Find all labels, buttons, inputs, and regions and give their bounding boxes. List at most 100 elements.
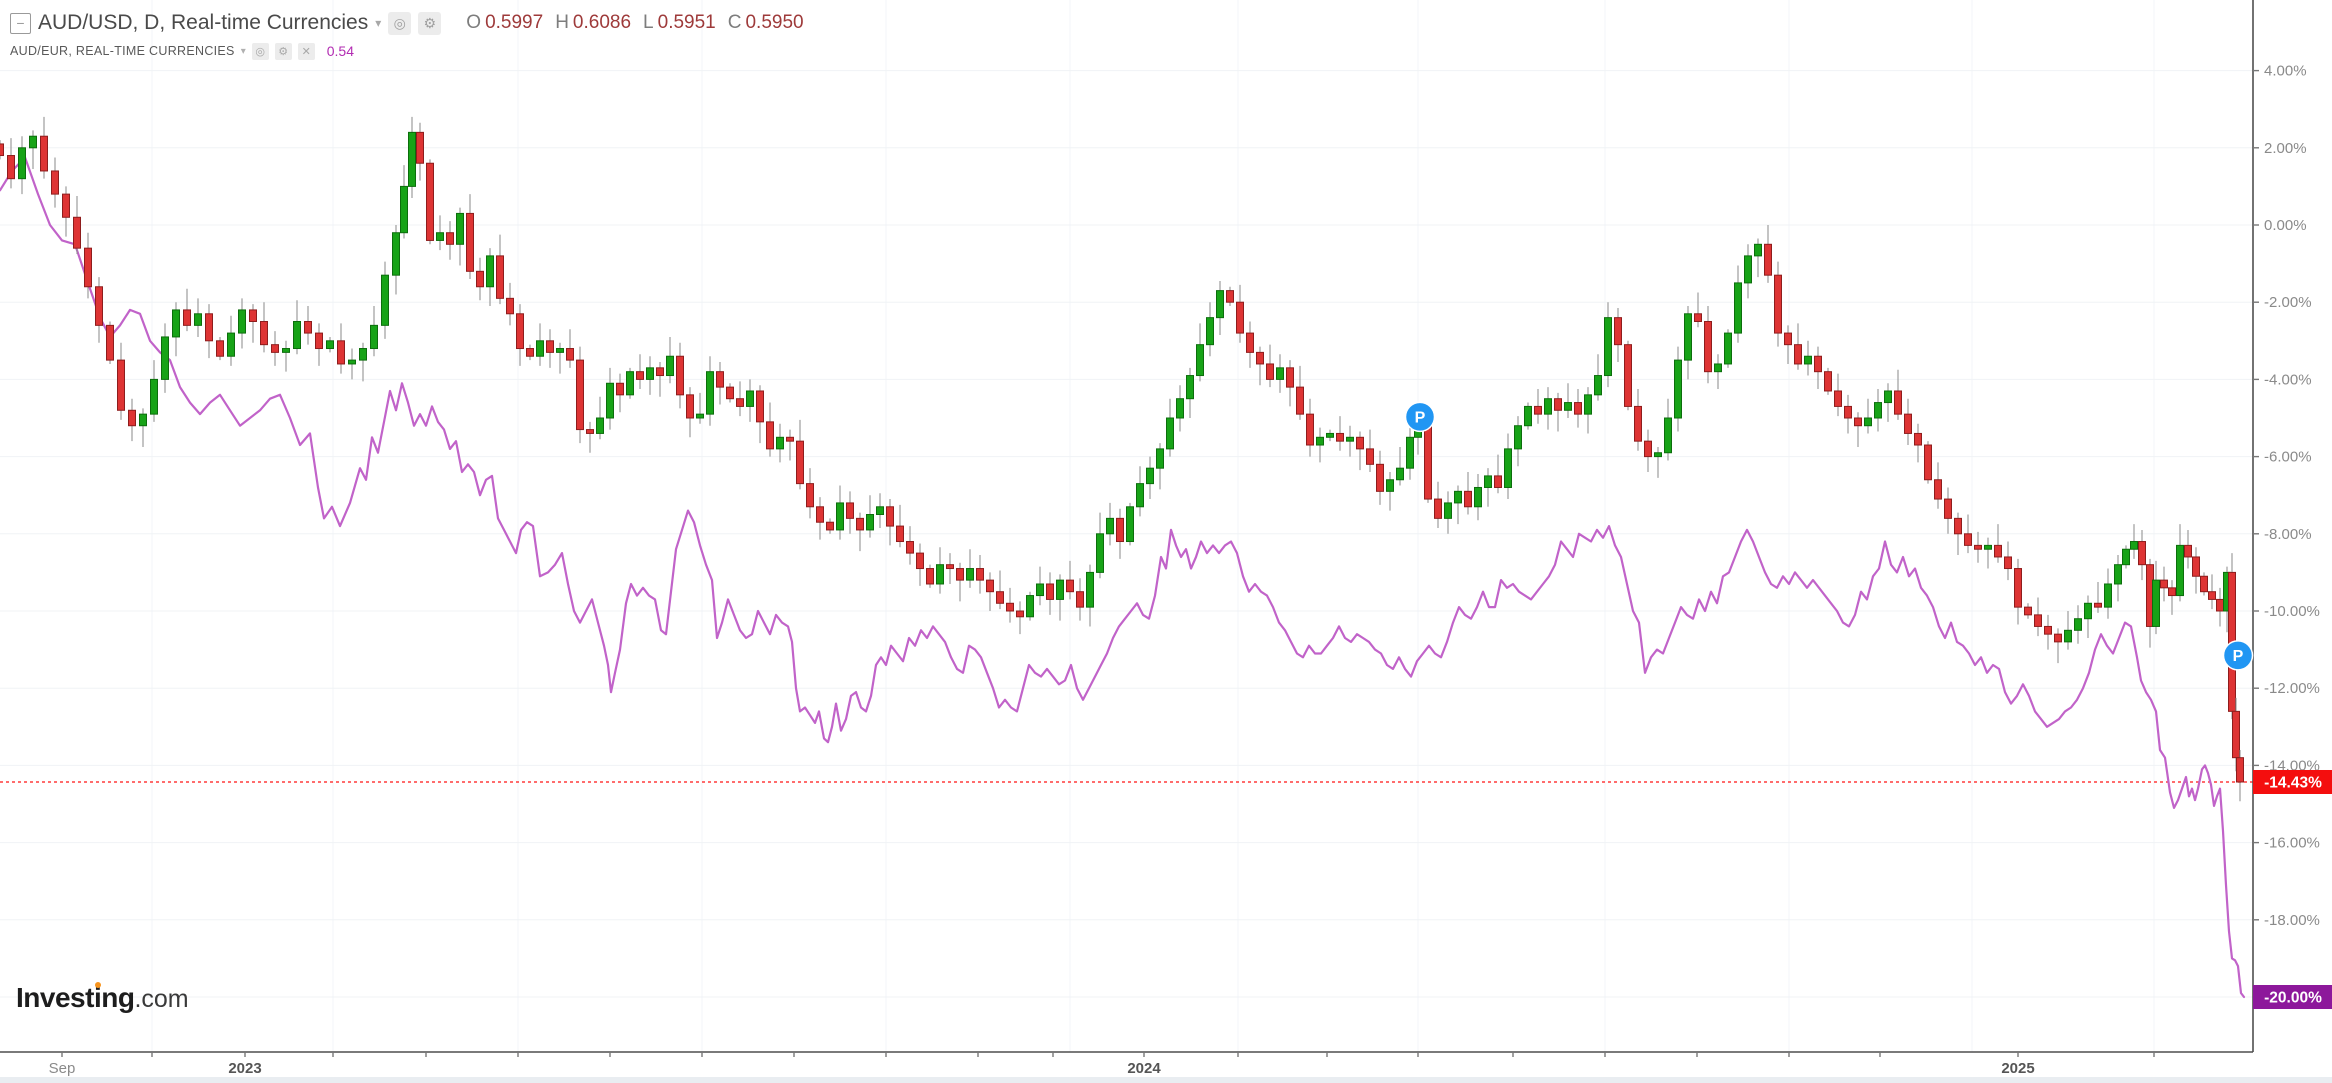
- candle-body: [776, 436, 784, 450]
- collapse-icon[interactable]: −: [10, 12, 31, 34]
- audeur-price-label[interactable]: -20.00%: [2253, 985, 2332, 1009]
- candle-body: [706, 371, 714, 415]
- candle-body: [249, 309, 257, 323]
- candle-body: [1366, 448, 1374, 465]
- candle-body: [271, 344, 279, 353]
- time-axis[interactable]: Sep 2023 2024 2025: [49, 1052, 2155, 1077]
- candle-body: [216, 340, 224, 357]
- candle-body: [726, 386, 734, 400]
- candle-body: [416, 131, 424, 164]
- candle-body: [886, 506, 894, 527]
- candle-body: [1854, 417, 1862, 427]
- overlay-symbol-title[interactable]: AUD/EUR, REAL-TIME CURRENCIES: [10, 44, 235, 58]
- candle-body: [1644, 440, 1652, 458]
- candle-body: [1096, 533, 1104, 573]
- candle-body: [337, 340, 345, 365]
- candle-body: [1894, 390, 1902, 415]
- candle-body: [282, 348, 290, 353]
- candle-body: [95, 286, 103, 326]
- price-axis[interactable]: 4.00% 2.00% 0.00% -2.00% -4.00% -6.00% -8.00% -…: [2253, 63, 2320, 1006]
- candle-body: [1086, 571, 1094, 608]
- candle-body: [1814, 355, 1822, 373]
- candle-body: [2184, 544, 2192, 558]
- candle-body: [2014, 568, 2022, 608]
- high-key: H: [555, 12, 569, 33]
- candle-body: [29, 135, 37, 149]
- symbol-title[interactable]: AUD/USD, D, Real-time Currencies: [38, 11, 369, 34]
- candle-body: [1684, 313, 1692, 361]
- audeur-price-label-bg: [2253, 985, 2332, 1009]
- price-tick-label: -12.00%: [2264, 680, 2320, 697]
- chevron-down-icon[interactable]: ▾: [375, 16, 382, 30]
- candle-body: [1266, 363, 1274, 380]
- pointer-marker[interactable]: P: [1404, 401, 1436, 433]
- time-tick-label: 2023: [228, 1060, 261, 1077]
- candle-body: [1674, 359, 1682, 419]
- candle-body: [1914, 432, 1922, 446]
- audeur-line-series: [0, 156, 2246, 999]
- main-symbol-row: − AUD/USD, D, Real-time Currencies ▾ ◎ ⚙…: [10, 8, 804, 38]
- grid-layer: [0, 0, 2253, 1052]
- candle-body: [686, 394, 694, 419]
- candle-body: [260, 321, 268, 346]
- candle-body: [746, 390, 754, 407]
- candle-body: [1316, 436, 1324, 446]
- gear-icon[interactable]: ⚙: [418, 11, 442, 35]
- candle-body: [128, 409, 136, 427]
- candle-body: [846, 502, 854, 519]
- candle-body: [836, 502, 844, 531]
- candle-body: [736, 398, 744, 407]
- candle-body: [1036, 583, 1044, 597]
- audusd-price-label[interactable]: -14.43%: [2253, 769, 2332, 794]
- candle-body: [1136, 483, 1144, 508]
- overlay-close-icon[interactable]: ✕: [297, 42, 315, 60]
- candle-body: [1504, 448, 1512, 488]
- candle-body: [0, 143, 4, 157]
- candle-body: [1396, 467, 1404, 481]
- close-key: C: [727, 12, 742, 33]
- candle-body: [1614, 317, 1622, 346]
- overlay-chevron-down-icon[interactable]: ▾: [240, 45, 246, 57]
- candle-body: [2192, 556, 2200, 577]
- candle-body: [1256, 351, 1264, 365]
- candle-body: [2122, 548, 2130, 566]
- candle-body: [1904, 413, 1912, 434]
- overlay-value: 0.54: [326, 43, 354, 59]
- price-tick-label: -16.00%: [2264, 835, 2320, 852]
- candle-body: [1196, 344, 1204, 377]
- candle-body: [1276, 367, 1284, 380]
- candle-body: [2034, 614, 2042, 627]
- candle-body: [1804, 355, 1812, 365]
- open-key: O: [466, 12, 482, 33]
- candle-body: [84, 247, 92, 288]
- candle-body: [946, 564, 954, 570]
- candle-body: [826, 521, 834, 531]
- price-tick-label: -6.00%: [2264, 449, 2312, 466]
- low-key: L: [643, 12, 654, 33]
- investing-logo: Investing.com: [16, 982, 189, 1014]
- candle-body: [408, 131, 416, 187]
- candle-body: [150, 378, 158, 415]
- candle-body: [1744, 255, 1752, 284]
- candle-body: [172, 309, 180, 338]
- target-icon[interactable]: ◎: [388, 11, 412, 35]
- candle-body: [18, 147, 26, 180]
- candle-body: [1874, 402, 1882, 419]
- candle-body: [816, 506, 824, 523]
- candle-body: [183, 309, 191, 326]
- candle-body: [796, 440, 804, 485]
- candle-body: [2152, 579, 2160, 627]
- candle-body: [866, 514, 874, 531]
- candle-body: [536, 340, 544, 357]
- overlay-gear-icon[interactable]: ⚙: [274, 42, 292, 60]
- candle-body: [1694, 313, 1702, 322]
- candle-body: [1126, 506, 1134, 543]
- pointer-marker[interactable]: P: [2222, 640, 2254, 671]
- candle-body: [2232, 710, 2240, 759]
- ohlc-readout: O 0.5997 H 0.6086 L 0.5951 C 0.5950: [458, 12, 803, 34]
- overlay-target-icon[interactable]: ◎: [251, 42, 269, 60]
- candle-body: [1066, 579, 1074, 593]
- candle-body: [2114, 564, 2122, 585]
